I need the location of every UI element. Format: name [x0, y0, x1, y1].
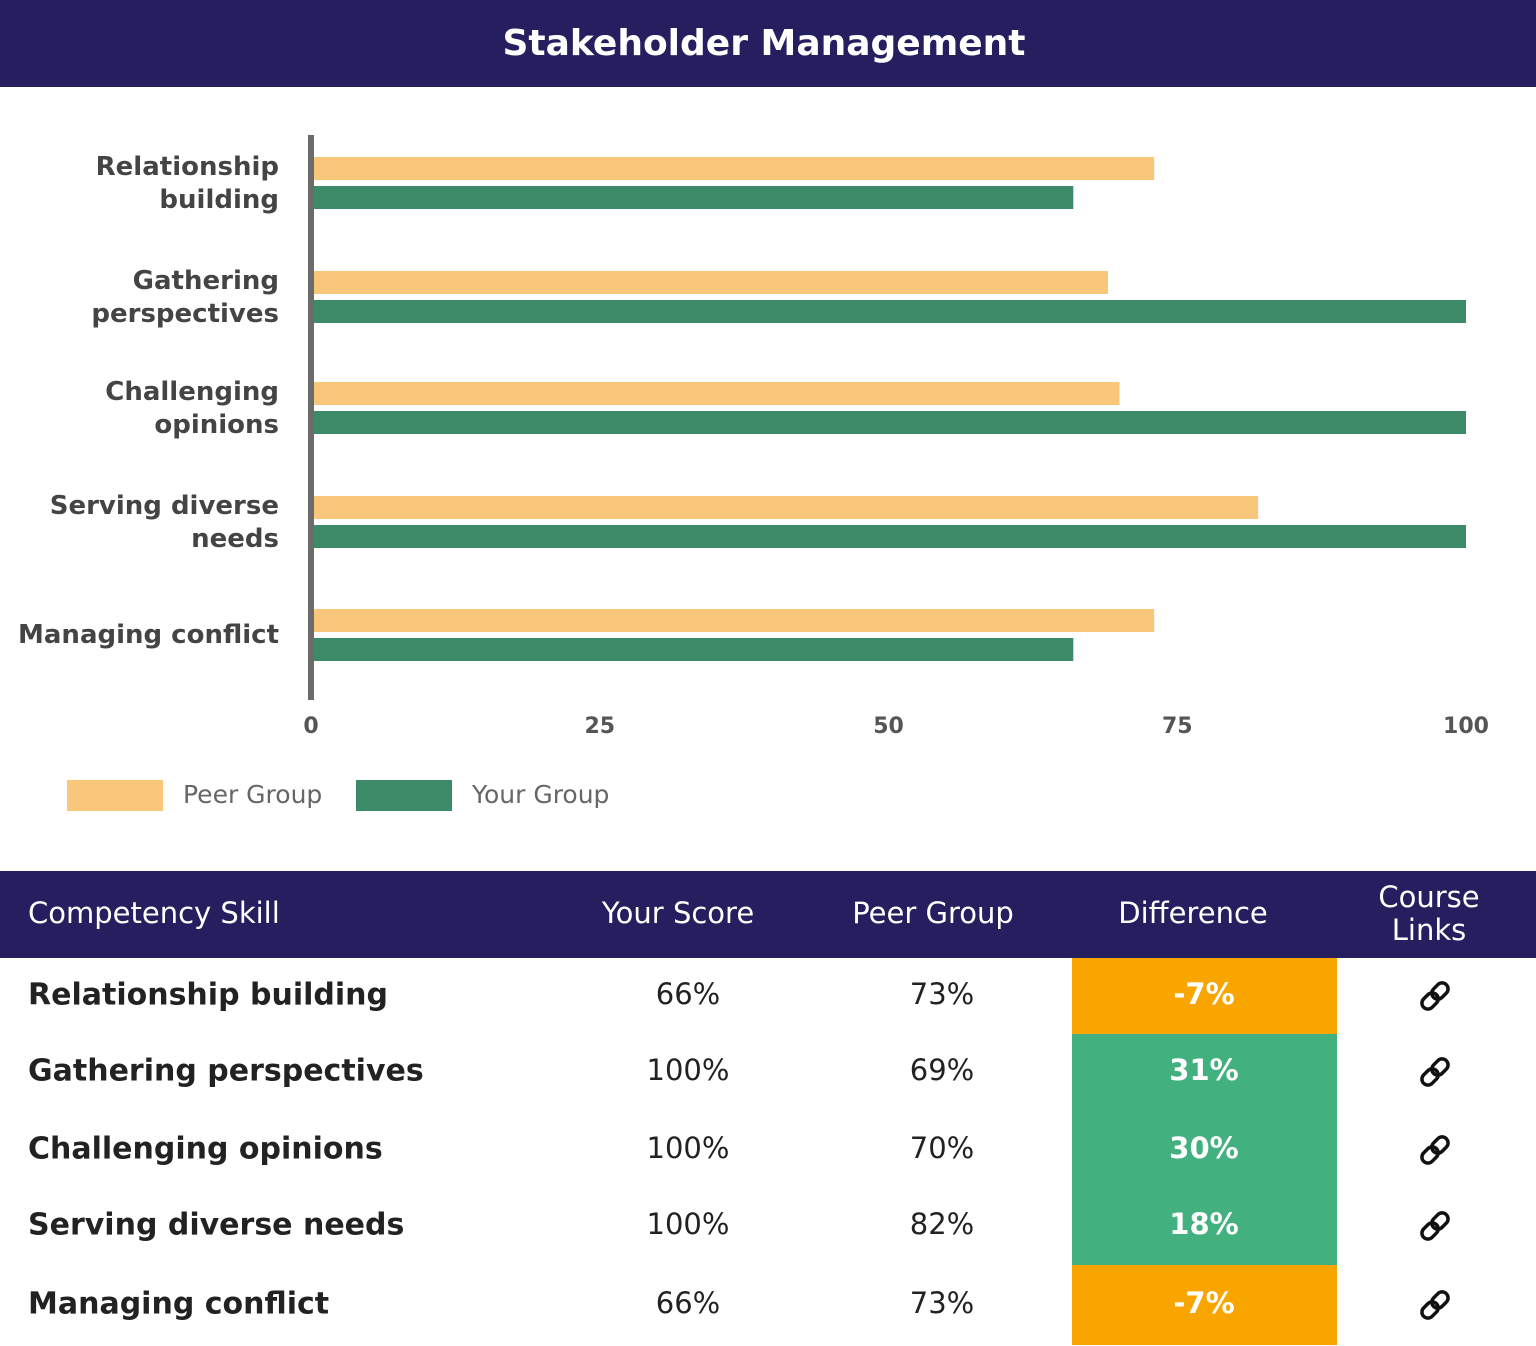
- difference-text: -7%: [1173, 1286, 1234, 1320]
- table-header-bar: [0, 871, 1536, 958]
- bar: [311, 411, 1466, 434]
- peer-cell: 70%: [910, 1131, 974, 1165]
- y-tick-label: Relationship building: [96, 152, 279, 215]
- link-ring: [1420, 1221, 1440, 1241]
- peer-cell: 82%: [910, 1207, 974, 1241]
- link-ring: [1430, 1135, 1450, 1155]
- skill-cell: Managing conflict: [28, 1287, 329, 1322]
- link-ring: [1420, 1067, 1440, 1087]
- bar: [311, 382, 1120, 405]
- y-tick-label: Gathering perspectives: [91, 266, 279, 329]
- bar: [311, 300, 1466, 323]
- legend-swatch: [67, 780, 163, 811]
- link-ring: [1420, 991, 1440, 1011]
- difference-text: 18%: [1169, 1207, 1238, 1241]
- title-bar: [0, 0, 1536, 87]
- link-ring: [1430, 1057, 1450, 1077]
- course-link-icon[interactable]: [1419, 980, 1450, 1011]
- y-tick-label: Serving diverse needs: [50, 491, 279, 554]
- chart-title: Stakeholder Management: [503, 23, 1026, 64]
- link-ring: [1430, 1211, 1450, 1231]
- x-tick-label: 0: [303, 714, 318, 739]
- table-header: Course Links: [1378, 880, 1479, 947]
- bar: [311, 186, 1074, 209]
- skill-cell: Gathering perspectives: [28, 1054, 424, 1089]
- difference-text: 31%: [1169, 1053, 1238, 1087]
- score-cell: 66%: [656, 1286, 720, 1320]
- table-header: Difference: [1118, 896, 1268, 930]
- bar: [311, 525, 1466, 548]
- difference-cell: [1072, 1111, 1337, 1188]
- score-cell: 100%: [647, 1053, 730, 1087]
- difference-cell: [1072, 1034, 1337, 1111]
- peer-cell: 73%: [910, 977, 974, 1011]
- x-tick-label: 50: [873, 714, 904, 739]
- score-cell: 100%: [647, 1131, 730, 1165]
- skill-cell: Challenging opinions: [28, 1132, 383, 1167]
- course-link-icon[interactable]: [1419, 1210, 1450, 1241]
- score-cell: 66%: [656, 977, 720, 1011]
- table-header: Competency Skill: [28, 896, 280, 930]
- y-tick-label: Managing conflict: [18, 620, 279, 650]
- table-header: Peer Group: [852, 896, 1014, 930]
- bar: [311, 496, 1259, 519]
- skill-cell: Serving diverse needs: [28, 1208, 404, 1243]
- difference-cell: [1072, 1188, 1337, 1265]
- difference-text: 30%: [1169, 1131, 1238, 1165]
- difference-cell: [1072, 958, 1337, 1034]
- link-ring: [1430, 981, 1450, 1001]
- table-header: Your Score: [601, 896, 754, 930]
- link-ring: [1420, 1300, 1440, 1320]
- y-tick-label: Challenging opinions: [105, 377, 279, 440]
- x-tick-label: 75: [1162, 714, 1193, 739]
- skill-cell: Relationship building: [28, 978, 388, 1013]
- difference-cell: [1072, 1265, 1337, 1345]
- legend-label: Your Group: [471, 780, 609, 809]
- course-link-icon[interactable]: [1419, 1056, 1450, 1087]
- legend-label: Peer Group: [183, 780, 322, 809]
- bar: [311, 157, 1155, 180]
- link-ring: [1420, 1145, 1440, 1165]
- link-ring: [1430, 1290, 1450, 1310]
- peer-cell: 69%: [910, 1053, 974, 1087]
- bar: [311, 609, 1155, 632]
- score-cell: 100%: [647, 1207, 730, 1241]
- x-tick-label: 100: [1443, 714, 1489, 739]
- course-link-icon[interactable]: [1419, 1289, 1450, 1320]
- difference-text: -7%: [1173, 977, 1234, 1011]
- bar: [311, 638, 1074, 661]
- bar: [311, 271, 1108, 294]
- x-tick-label: 25: [584, 714, 615, 739]
- peer-cell: 73%: [910, 1286, 974, 1320]
- course-link-icon[interactable]: [1419, 1134, 1450, 1165]
- legend-swatch: [356, 780, 452, 811]
